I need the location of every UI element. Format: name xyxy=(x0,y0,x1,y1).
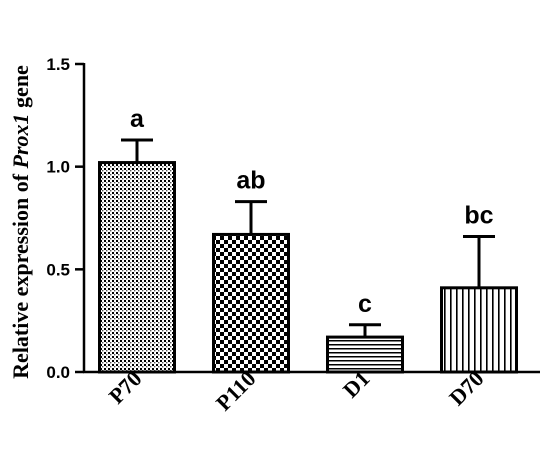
bar-p110 xyxy=(212,232,290,374)
y-tick-label: 0.0 xyxy=(46,363,70,382)
y-tick-label: 0.5 xyxy=(46,260,70,279)
significance-letter: a xyxy=(130,105,145,133)
y-axis-title: Relative expression of Prox1 gene xyxy=(8,65,33,379)
y-axis-ticks: 0.0 0.5 1.0 1.5 xyxy=(46,55,84,382)
bar-d70 xyxy=(440,286,518,374)
significance-letters: a ab c bc xyxy=(130,105,494,318)
significance-letter: c xyxy=(358,290,372,318)
significance-letter: ab xyxy=(236,167,265,195)
y-tick-label: 1.0 xyxy=(46,158,70,177)
significance-letter: bc xyxy=(464,201,493,229)
error-bars xyxy=(121,138,495,338)
bar-p70 xyxy=(98,161,176,374)
bars xyxy=(98,161,518,374)
bar-d1 xyxy=(326,335,404,374)
y-tick-label: 1.5 xyxy=(46,55,70,74)
